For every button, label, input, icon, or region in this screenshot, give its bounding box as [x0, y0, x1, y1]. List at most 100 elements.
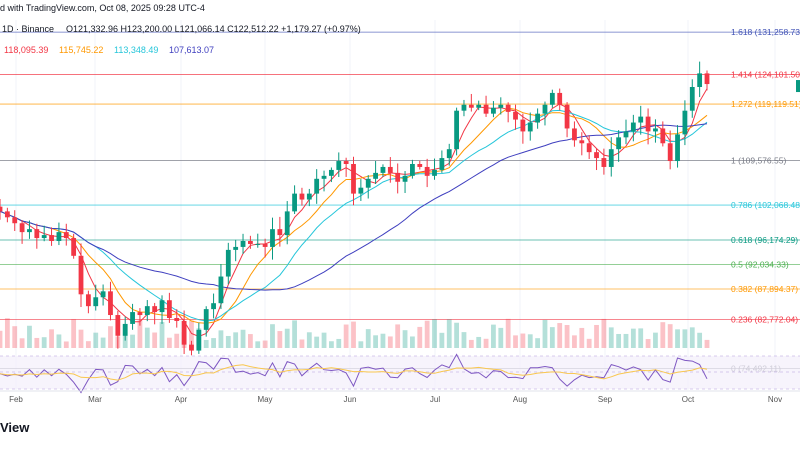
candle-body-69	[505, 104, 511, 112]
volume-bar-54	[395, 324, 401, 348]
candle-body-89	[653, 128, 658, 132]
candle-body-36	[262, 243, 268, 247]
volume-bar-71	[520, 333, 526, 348]
volume-bar-91	[667, 324, 673, 348]
volume-bar-3	[19, 338, 25, 348]
candle-body-13	[93, 297, 99, 307]
candle-body-23	[166, 300, 172, 318]
volume-bar-45	[329, 341, 334, 348]
candle-body-85	[623, 131, 629, 138]
volume-bar-10	[71, 318, 77, 348]
candle-body-49	[358, 187, 364, 194]
candle-body-55	[402, 175, 408, 182]
ma-value-3: 107,613.07	[169, 45, 214, 55]
volume-bar-12	[85, 341, 91, 348]
candle-body-91	[667, 143, 673, 162]
volume-bar-79	[579, 327, 585, 348]
candle-body-28	[203, 309, 209, 330]
fib-label-5: 0.618 (96,174.29)	[731, 235, 798, 245]
volume-bar-7	[49, 329, 54, 348]
candle-body-60	[439, 158, 445, 170]
volume-bar-47	[343, 324, 349, 348]
volume-bar-57	[417, 326, 423, 348]
candle-body-94	[689, 87, 695, 111]
x-tick-label-apr: Apr	[175, 395, 188, 404]
volume-bar-41	[299, 339, 305, 348]
candle-body-83	[608, 149, 614, 167]
candle-body-58	[424, 166, 430, 176]
candle-body-1	[4, 211, 10, 218]
candle-body-35	[255, 243, 261, 245]
candle-body-82	[601, 158, 607, 167]
candle-body-52	[380, 166, 386, 173]
candle-body-33	[240, 241, 246, 247]
candle-body-26	[189, 344, 194, 351]
volume-bar-90	[660, 322, 666, 348]
fib-label-8: 0.236 (82,772.04)	[731, 314, 798, 324]
candle-body-10	[71, 238, 77, 256]
fib-label-1: 1.414 (124,101.50)	[731, 70, 800, 80]
candle-body-47	[343, 161, 349, 164]
volume-bar-21	[152, 332, 158, 348]
fib-label-3: 1 (109,576.55)	[731, 156, 786, 166]
x-tick-label-aug: Aug	[513, 395, 527, 404]
x-tick-label-oct: Oct	[682, 395, 695, 404]
volume-bar-52	[380, 333, 386, 348]
volume-bar-34	[247, 334, 253, 348]
candle-body-54	[395, 172, 401, 182]
symbol-interval: 1D · Binance	[2, 24, 54, 34]
volume-bar-11	[78, 329, 84, 348]
candle-body-43	[314, 178, 320, 194]
candle-body-81	[594, 152, 599, 159]
rsi-ma-line	[0, 364, 708, 381]
volume-bar-53	[387, 336, 393, 348]
last-price-marker	[796, 80, 800, 93]
brand-footer: View	[0, 420, 30, 435]
volume-bar-38	[277, 331, 283, 348]
candle-body-79	[579, 140, 585, 144]
volume-bar-39	[284, 328, 290, 348]
volume-bar-77	[564, 325, 570, 348]
candle-body-77	[564, 104, 570, 129]
volume-bar-76	[557, 323, 563, 348]
volume-bars	[0, 318, 710, 348]
volume-bar-4	[27, 325, 32, 348]
candle-body-56	[410, 164, 415, 176]
candle-body-71	[520, 119, 526, 132]
candle-body-8	[56, 232, 62, 241]
candle-body-5	[34, 229, 40, 239]
volume-bar-23	[166, 337, 172, 348]
ma-value-0: 118,095.39	[4, 45, 48, 55]
volume-bar-56	[410, 336, 415, 348]
candle-body-6	[41, 235, 47, 239]
candle-body-40	[292, 193, 297, 212]
x-tick-label-jul: Jul	[430, 395, 440, 404]
volume-bar-2	[12, 326, 18, 348]
candle-body-32	[233, 246, 239, 250]
volume-bar-58	[424, 320, 430, 348]
volume-bar-46	[336, 338, 342, 348]
volume-bar-51	[373, 335, 378, 348]
volume-bar-30	[218, 330, 224, 348]
candle-body-51	[373, 172, 378, 179]
volume-bar-65	[476, 336, 482, 348]
ma-long-line	[0, 123, 708, 291]
fib-label-4: 0.786 (102,068.48)	[731, 200, 800, 210]
candle-body-80	[586, 143, 592, 153]
volume-bar-6	[41, 337, 47, 348]
ohlc-readout: O121,332.96 H123,200.00 L121,066.14 C122…	[66, 24, 361, 34]
candle-body-29	[211, 303, 216, 310]
candle-body-11	[78, 255, 84, 295]
volume-bar-9	[63, 341, 69, 348]
ma-values-legend: 118,095.39 115,745.22 113,348.49 107,613.07	[4, 45, 214, 55]
volume-bar-75	[549, 327, 555, 348]
volume-bar-85	[623, 333, 629, 348]
volume-bar-19	[137, 320, 143, 348]
candle-body-42	[306, 193, 312, 200]
volume-bar-86	[630, 328, 636, 348]
candle-body-19	[137, 312, 143, 316]
volume-bar-68	[498, 327, 504, 348]
candle-body-27	[196, 329, 202, 351]
candle-body-25	[181, 320, 187, 345]
